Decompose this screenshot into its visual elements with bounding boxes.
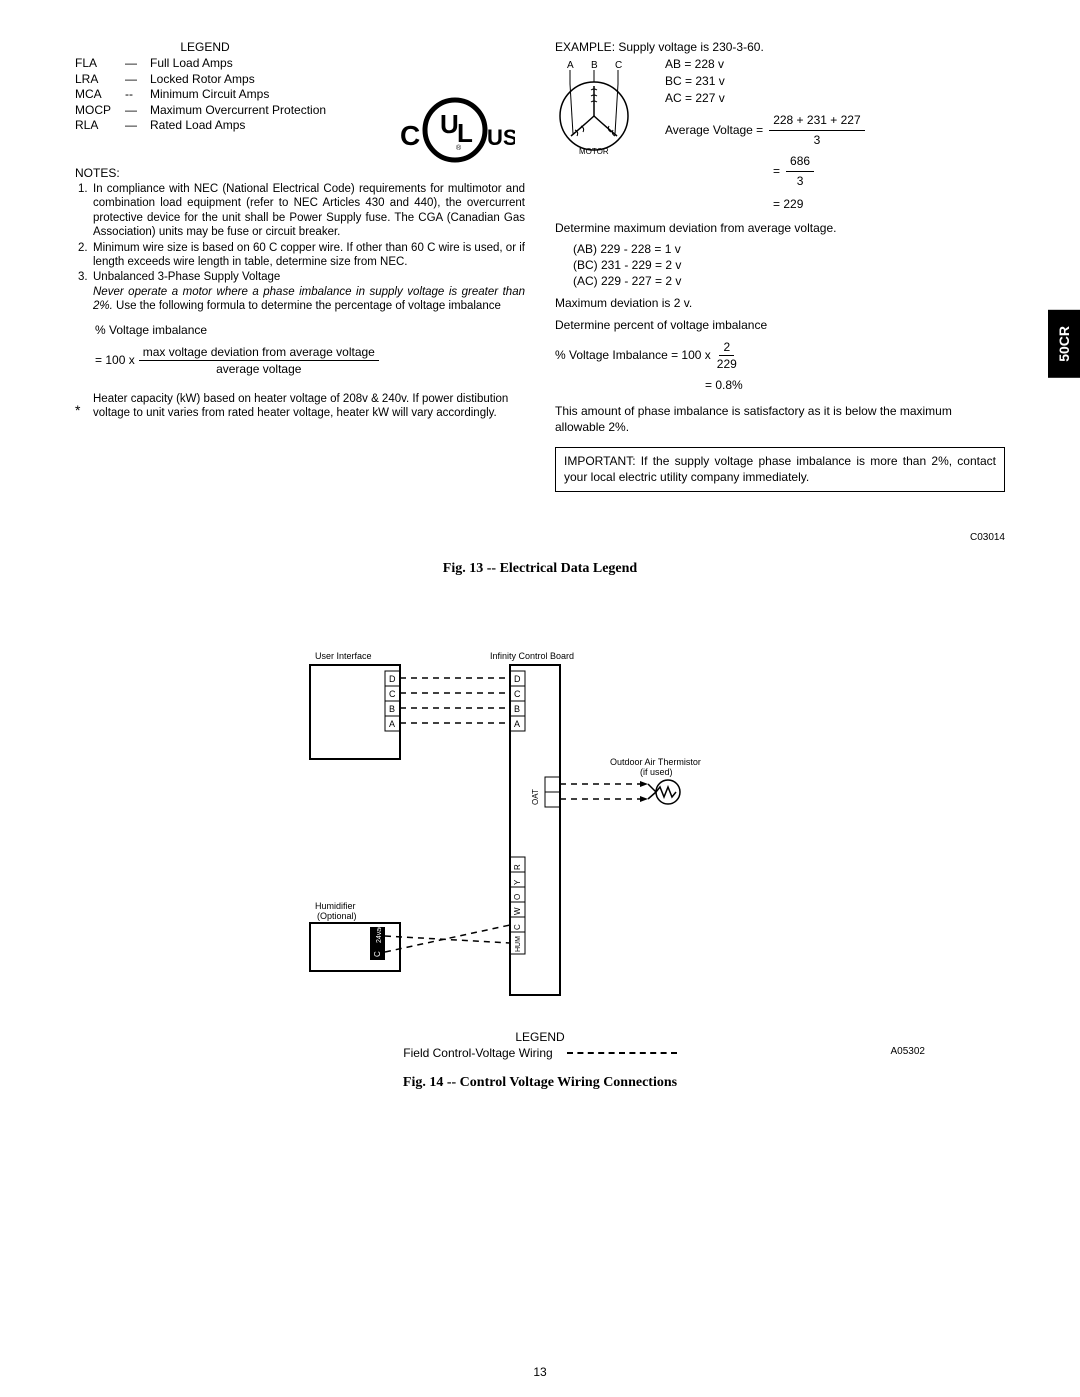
bc-value: BC = 231 v: [665, 73, 865, 90]
figure-14-diagram: User Interface D C B A Infinity Control …: [75, 637, 1005, 1060]
avg-voltage-formula: Average Voltage = 228 + 231 + 227 3: [665, 112, 865, 149]
svg-text:C: C: [389, 689, 396, 699]
figure-code-13: C03014: [555, 532, 1005, 543]
example-title: EXAMPLE: Supply voltage is 230-3-60.: [555, 40, 1005, 54]
main-columns: LEGEND FLA—Full Load Amps LRA—Locked Rot…: [75, 40, 1005, 543]
svg-text:D: D: [514, 674, 521, 684]
avg-result: = 229: [773, 196, 865, 213]
svg-text:OAT: OAT: [531, 789, 540, 805]
deviation-bc: (BC) 231 - 229 = 2 v: [573, 257, 1005, 273]
svg-text:Humidifier: Humidifier: [315, 901, 356, 911]
percent-result: = 0.8%: [705, 377, 1005, 393]
note-2: Minimum wire size is based on 60 C coppe…: [93, 241, 525, 270]
svg-text:C: C: [373, 951, 382, 957]
deviation-ab: (AB) 229 - 228 = 1 v: [573, 241, 1005, 257]
svg-text:L: L: [457, 118, 473, 148]
svg-text:A: A: [389, 719, 395, 729]
svg-text:C: C: [514, 689, 521, 699]
dashed-line-icon: [567, 1052, 677, 1054]
determine-max-deviation: Determine maximum deviation from average…: [555, 220, 1005, 236]
percent-formula: % Voltage Imbalance = 100 x 2 229: [555, 340, 1005, 371]
svg-text:Outdoor Air Thermistor: Outdoor Air Thermistor: [610, 757, 701, 767]
voltage-imbalance-label: % Voltage imbalance: [95, 323, 525, 339]
svg-text:A: A: [567, 60, 574, 71]
voltage-imbalance-formula: = 100 x max voltage deviation from avera…: [95, 345, 525, 376]
svg-text:R: R: [513, 864, 522, 870]
legend-desc: Full Load Amps: [150, 56, 233, 72]
svg-text:W: W: [513, 907, 522, 915]
note-3: Unbalanced 3-Phase Supply VoltageNever o…: [93, 270, 525, 313]
legend-title: LEGEND: [75, 40, 335, 54]
fig14-legend-row: Field Control-Voltage Wiring: [403, 1046, 676, 1060]
svg-text:B: B: [591, 60, 598, 71]
deviation-ac: (AC) 229 - 227 = 2 v: [573, 273, 1005, 289]
svg-text:B: B: [389, 704, 395, 714]
determine-percent: Determine percent of voltage imbalance: [555, 317, 1005, 333]
note-1: In compliance with NEC (National Electri…: [93, 182, 525, 240]
svg-text:Infinity Control Board: Infinity Control Board: [490, 651, 574, 661]
motor-diagram-icon: A B C MOTOR: [555, 56, 645, 166]
side-tab: 50CR: [1048, 310, 1080, 378]
asterisk-note: * Heater capacity (kW) based on heater v…: [75, 392, 525, 421]
svg-text:Y: Y: [513, 879, 522, 885]
conclusion-text: This amount of phase imbalance is satisf…: [555, 403, 1005, 435]
ab-value: AB = 228 v: [665, 56, 865, 73]
left-column: LEGEND FLA—Full Load Amps LRA—Locked Rot…: [75, 40, 525, 543]
svg-text:HUM: HUM: [515, 936, 522, 952]
svg-text:C: C: [513, 924, 522, 930]
svg-text:(if used): (if used): [640, 767, 673, 777]
svg-text:24vac: 24vac: [376, 924, 383, 943]
important-box: IMPORTANT: If the supply voltage phase i…: [555, 447, 1005, 492]
svg-text:B: B: [514, 704, 520, 714]
ac-value: AC = 227 v: [665, 90, 865, 107]
svg-text:MOTOR: MOTOR: [579, 147, 609, 156]
svg-text:D: D: [389, 674, 396, 684]
svg-text:U: U: [440, 109, 459, 139]
figure-13-caption: Fig. 13 -- Electrical Data Legend: [75, 561, 1005, 577]
ul-logo-icon: U L ® C US: [395, 90, 515, 173]
svg-text:C: C: [400, 120, 420, 151]
svg-text:C: C: [615, 60, 622, 71]
right-column: EXAMPLE: Supply voltage is 230-3-60. A B…: [555, 40, 1005, 543]
fig14-legend-title: LEGEND: [75, 1030, 1005, 1044]
svg-text:®: ®: [456, 144, 462, 152]
svg-text:(Optional): (Optional): [317, 911, 357, 921]
asterisk-icon: *: [75, 392, 93, 421]
figure-14-caption: Fig. 14 -- Control Voltage Wiring Connec…: [75, 1075, 1005, 1091]
legend-abbr: FLA: [75, 56, 125, 72]
svg-text:A: A: [514, 719, 520, 729]
page-number: 13: [533, 1365, 546, 1379]
svg-text:US: US: [487, 125, 515, 150]
svg-text:O: O: [513, 894, 522, 900]
svg-text:User Interface: User Interface: [315, 651, 372, 661]
max-deviation: Maximum deviation is 2 v.: [555, 295, 1005, 311]
